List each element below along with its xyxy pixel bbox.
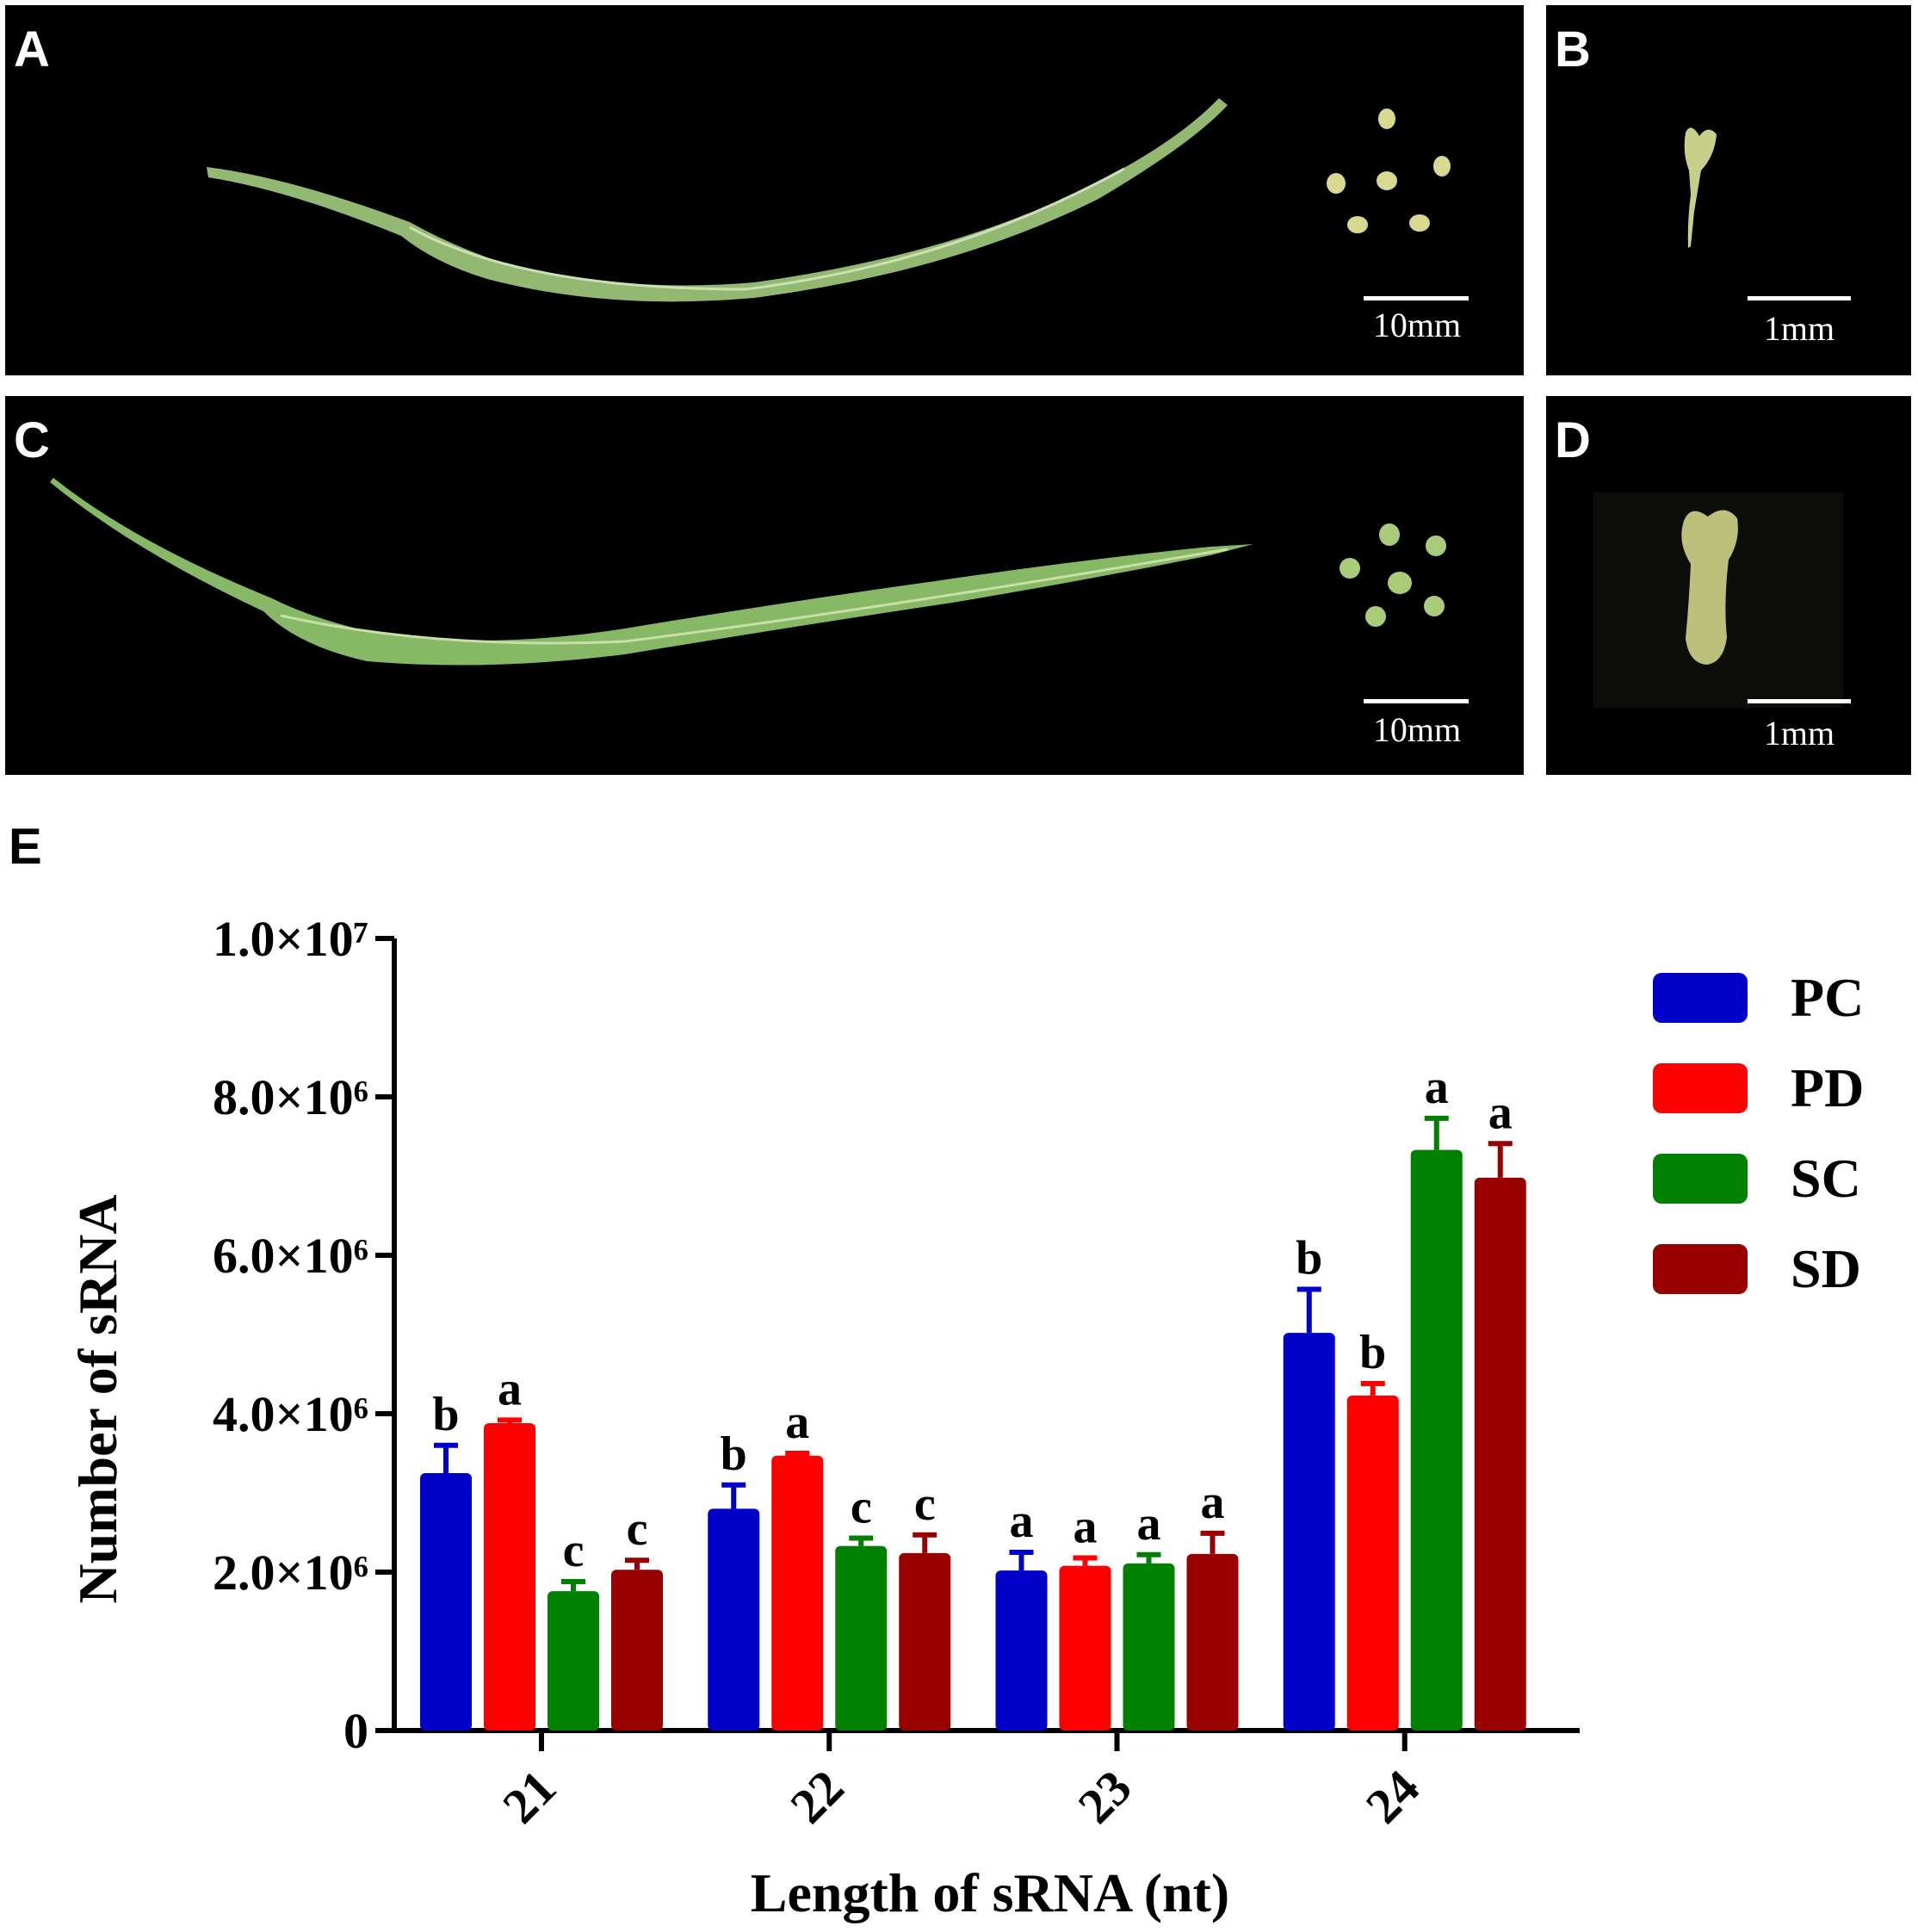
panel-a-letter: A xyxy=(14,22,50,77)
significance-letter: a xyxy=(498,1362,522,1415)
legend-label-pd: PD xyxy=(1791,1057,1864,1118)
legend-swatch-pc xyxy=(1653,973,1748,1023)
bar-sd-21 xyxy=(611,1570,663,1731)
scale-bar-a xyxy=(1364,296,1469,300)
legend-swatch-sc xyxy=(1653,1154,1748,1204)
bar-pd-22 xyxy=(771,1455,824,1731)
panel-c-letter: C xyxy=(14,412,50,468)
significance-letter: a xyxy=(1488,1086,1513,1139)
seed xyxy=(1340,558,1360,579)
significance-letter: a xyxy=(1010,1495,1034,1548)
seed-cluster-c xyxy=(1340,523,1451,635)
panel-d-letter: D xyxy=(1555,412,1591,468)
y-axis: 0 2.0×10⁶ 4.0×10⁶ 6.0×10⁶ 8.0×10⁶ 1.0×10⁷ xyxy=(213,911,397,1759)
panel-c: C 10mm xyxy=(5,396,1524,775)
y-tick-label: 1.0×10⁷ xyxy=(213,911,368,967)
bar-sc-22 xyxy=(835,1545,888,1731)
seed xyxy=(1365,606,1386,627)
seed xyxy=(1388,572,1412,594)
silique-c-image xyxy=(50,478,1253,666)
significance-letter: b xyxy=(432,1388,459,1441)
significance-letter: b xyxy=(1296,1232,1322,1285)
seed xyxy=(1424,596,1445,616)
silique-a-image xyxy=(207,98,1228,302)
bar-sc-21 xyxy=(548,1591,599,1731)
significance-letter: b xyxy=(721,1427,747,1481)
bar-pc-21 xyxy=(420,1473,472,1731)
bar-sc-23 xyxy=(1123,1563,1175,1731)
bar-pc-23 xyxy=(995,1570,1048,1731)
embryo-d-image xyxy=(1593,492,1843,708)
bar-pc-24 xyxy=(1283,1333,1335,1731)
y-tick-label: 4.0×10⁶ xyxy=(213,1386,368,1442)
legend: PC PD SC SD xyxy=(1653,967,1864,1299)
legend-label-sc: SC xyxy=(1791,1148,1861,1209)
significance-letter: c xyxy=(914,1477,936,1531)
y-tick-label: 2.0×10⁶ xyxy=(213,1545,368,1601)
significance-letter: b xyxy=(1359,1326,1386,1379)
significance-letter: c xyxy=(563,1524,585,1577)
y-tick-label: 6.0×10⁶ xyxy=(213,1228,368,1284)
seed xyxy=(1347,216,1368,233)
y-tick-label: 8.0×10⁶ xyxy=(213,1069,368,1125)
y-tick-label: 0 xyxy=(343,1703,368,1759)
significance-letter: a xyxy=(1425,1061,1449,1114)
scale-label-c: 10mm xyxy=(1372,710,1462,749)
scale-label-a: 10mm xyxy=(1372,306,1462,344)
bar-pd-24 xyxy=(1346,1395,1399,1731)
seed xyxy=(1378,108,1395,129)
bar-pd-23 xyxy=(1059,1565,1111,1731)
scale-label-d: 1mm xyxy=(1763,714,1835,752)
significance-letter: a xyxy=(1073,1500,1098,1553)
x-tick-label: 22 xyxy=(779,1759,854,1834)
panel-b: B 1mm xyxy=(1546,5,1911,375)
bar-sd-23 xyxy=(1186,1553,1239,1731)
x-axis-label: Length of sRNA (nt) xyxy=(751,1862,1229,1923)
legend-swatch-pd xyxy=(1653,1063,1748,1113)
x-tick-label: 23 xyxy=(1067,1759,1142,1834)
bar-pc-22 xyxy=(708,1508,760,1731)
scale-label-b: 1mm xyxy=(1763,309,1835,348)
seed xyxy=(1433,156,1451,176)
panel-e-letter: E xyxy=(9,819,42,875)
significance-letter: a xyxy=(1201,1476,1225,1529)
seed xyxy=(1426,536,1446,556)
x-axis: 21 22 23 24 xyxy=(392,1728,1580,1834)
bar-sc-24 xyxy=(1410,1149,1463,1731)
legend-swatch-sd xyxy=(1653,1244,1748,1294)
significance-letter: c xyxy=(627,1502,648,1556)
legend-label-pc: PC xyxy=(1791,967,1864,1028)
embryo-b-image xyxy=(1684,127,1717,248)
legend-label-sd: SD xyxy=(1791,1238,1861,1299)
scale-bar-c xyxy=(1364,699,1469,703)
panel-d: D 1mm xyxy=(1546,396,1911,775)
x-tick-label: 24 xyxy=(1355,1759,1430,1834)
bar-pd-21 xyxy=(484,1423,535,1731)
seed xyxy=(1379,523,1400,546)
seed xyxy=(1327,173,1346,194)
significance-letter: c xyxy=(851,1480,872,1533)
seed xyxy=(1409,214,1430,232)
x-tick-label: 21 xyxy=(492,1759,566,1834)
bar-sd-24 xyxy=(1474,1177,1526,1731)
scale-bar-b xyxy=(1748,296,1851,300)
significance-letter: a xyxy=(785,1396,809,1449)
panel-a: A 10mm xyxy=(5,5,1524,375)
seed-cluster-a xyxy=(1327,104,1456,242)
bar-sd-22 xyxy=(899,1552,951,1731)
y-axis-label: Number of sRNA xyxy=(67,1194,128,1603)
significance-letter: a xyxy=(1137,1497,1161,1551)
scale-bar-d xyxy=(1748,699,1851,703)
seed xyxy=(1377,171,1397,190)
panel-b-letter: B xyxy=(1555,22,1591,77)
